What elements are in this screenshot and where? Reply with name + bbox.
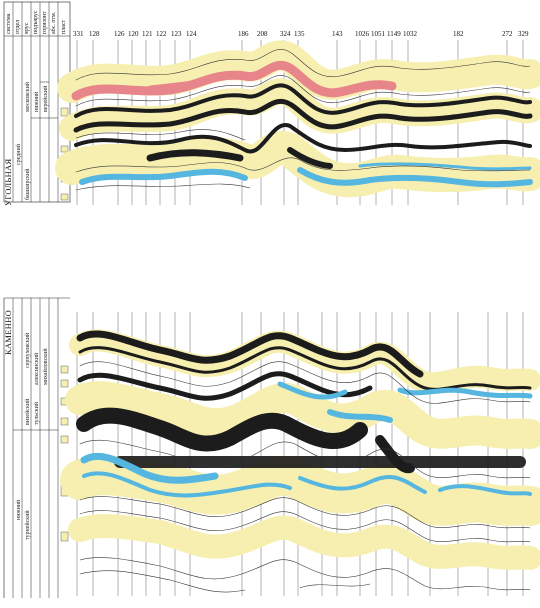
header-col-stage: ярус: [24, 22, 30, 34]
header-col-horizon: горизонт: [42, 11, 48, 34]
black-band: [78, 346, 532, 391]
blue-band: [277, 381, 348, 400]
well-label: 324: [280, 30, 291, 38]
well-label: 272: [502, 30, 513, 38]
well-numbers-row: 331 128 126 120 121 122 123 124 186 208 …: [73, 30, 529, 38]
well-label: 120: [128, 30, 139, 38]
black-band: [74, 123, 532, 154]
yellow-band: [68, 514, 540, 570]
stratigraphy-column-bottom: КАМЕННО нижний визейский тульский алекси…: [3, 297, 70, 598]
substage-lower: нижний: [33, 91, 40, 112]
series-lower: нижний: [15, 499, 22, 520]
horizon-mikhailovsky: михайловский: [42, 348, 49, 385]
blue-band: [438, 484, 532, 496]
black-band: [76, 407, 368, 452]
well-label: 329: [518, 30, 529, 38]
system-label-top: УГОЛЬНАЯ: [3, 159, 13, 206]
well-label: 1032: [403, 30, 418, 38]
header-col-series: отдел: [15, 20, 21, 34]
well-label: 143: [332, 30, 343, 38]
stage-serpukhovian: серпуховский: [24, 332, 31, 368]
stage-tournaisian: турнейский: [24, 510, 31, 540]
well-label: 186: [238, 30, 249, 38]
yellow-band: [59, 78, 540, 141]
stage-moscovian: московский: [24, 81, 31, 112]
black-band: [146, 149, 244, 162]
well-label: 331: [73, 30, 84, 38]
well-label: 135: [294, 30, 305, 38]
well-label: 123: [171, 30, 182, 38]
header-col-substage: подъярус: [33, 10, 39, 34]
horizon-tulsky: тульский: [33, 401, 40, 425]
yellow-band: [69, 329, 540, 395]
series-middle: средний: [15, 143, 22, 165]
well-label: 128: [89, 30, 100, 38]
stage-visean: визейский: [24, 398, 31, 425]
black-band: [77, 371, 373, 401]
correlation-bands-bottom: [60, 329, 540, 593]
header-col-system: система: [6, 13, 12, 34]
black-band: [74, 83, 532, 118]
well-label: 1026: [355, 30, 370, 38]
blue-band: [397, 387, 533, 399]
well-label: 1149: [387, 30, 401, 38]
black-band: [73, 98, 533, 133]
blue-band: [358, 162, 532, 171]
black-band: [76, 330, 424, 378]
blue-band: [82, 471, 292, 498]
well-label: 1051: [371, 30, 386, 38]
horizon-vereisky: верейский: [42, 85, 49, 112]
blue-band: [80, 452, 219, 484]
top-section: система отдел ярус подъярус горизонт абс…: [3, 1, 540, 206]
well-label: 208: [257, 30, 268, 38]
header-col-layer: пласт: [61, 19, 67, 34]
blue-band: [297, 167, 533, 188]
stage-bashkirian: башкирский: [24, 168, 31, 200]
blue-band: [79, 168, 248, 185]
yellow-band: [57, 40, 540, 103]
bottom-section: КАМЕННО нижний визейский тульский алекси…: [3, 297, 540, 598]
well-label: 126: [114, 30, 125, 38]
well-label: 122: [156, 30, 167, 38]
header-col-abs-elevation: абс. отм.: [50, 11, 57, 34]
blue-band: [298, 475, 427, 494]
system-label-bottom: КАМЕННО: [3, 310, 13, 355]
red-band: [71, 60, 397, 101]
well-label: 121: [142, 30, 153, 38]
well-label: 124: [186, 30, 197, 38]
red-band: [147, 71, 233, 91]
correlation-bands-top: [55, 40, 540, 198]
well-label: 182: [453, 30, 464, 38]
horizon-aleksinsky: алексинский: [33, 352, 40, 385]
yellow-band: [65, 381, 540, 449]
black-band: [287, 147, 333, 169]
blue-band: [327, 409, 393, 423]
